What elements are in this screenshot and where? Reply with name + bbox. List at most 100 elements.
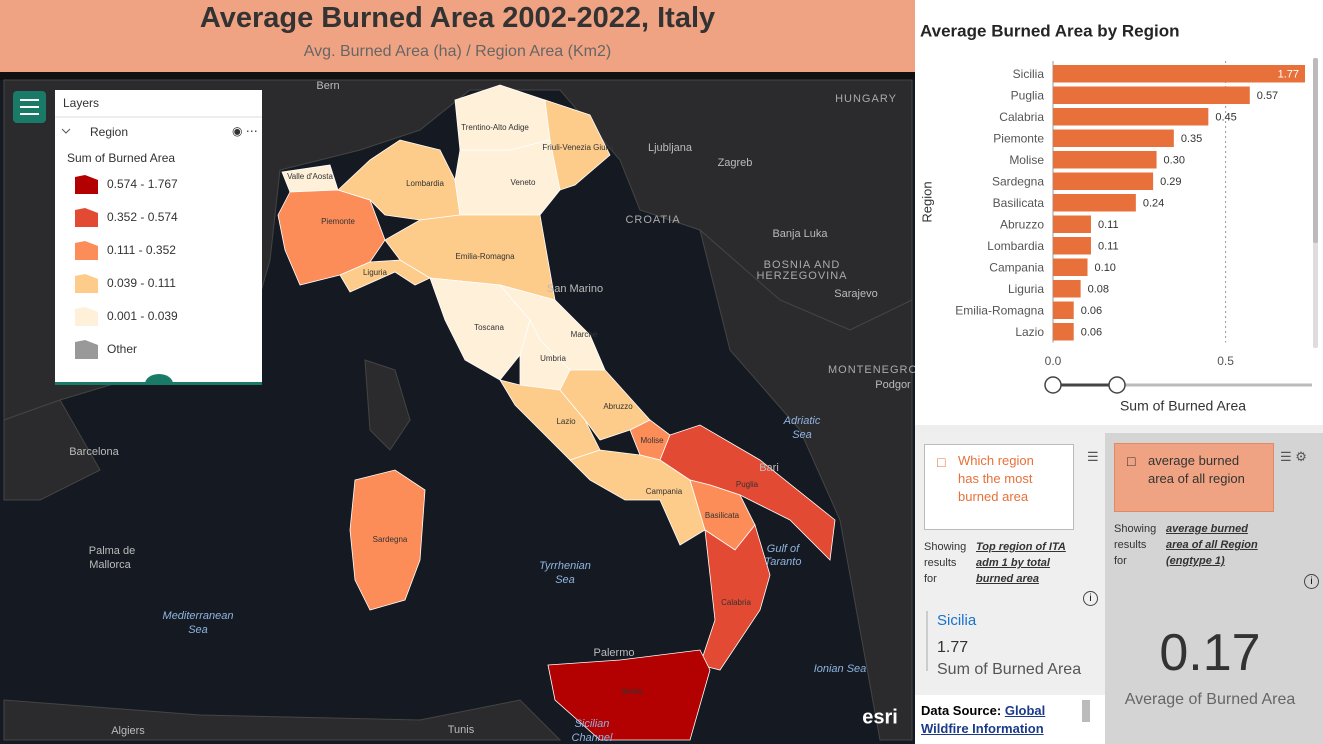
place-label: HUNGARY [835, 93, 897, 105]
bar[interactable] [1053, 151, 1157, 169]
region-label: Valle d'Aosta [287, 172, 333, 181]
y-tick-label: Lazio [1015, 325, 1044, 339]
place-label: Gulf of [767, 543, 800, 555]
region-label: Umbria [540, 354, 566, 363]
frame [0, 72, 915, 80]
y-tick-label: Calabria [999, 110, 1044, 124]
answer-name: Sicilia [937, 612, 977, 629]
region[interactable] [349, 469, 426, 611]
map[interactable]: Valle d'Aosta Piemonte Lombardia Trentino-A… [0, 72, 915, 744]
info-icon[interactable]: i [1304, 574, 1319, 589]
value-label: 0.35 [1181, 133, 1202, 145]
info-icon[interactable]: i [1083, 591, 1098, 606]
qa-question-box[interactable]: □ Which region has the most burned area [924, 444, 1074, 530]
place-label: Sea [188, 624, 208, 636]
slider-handle[interactable] [1108, 376, 1126, 394]
region-label: Lazio [556, 417, 576, 426]
y-tick-label: Emilia-Romagna [955, 303, 1044, 317]
answer-value: 0.17 [1159, 624, 1261, 682]
scrollbar [1082, 700, 1090, 722]
legend-swatch [75, 208, 98, 227]
value-label: 0.11 [1098, 219, 1119, 231]
qa-right: □ average burned area of all region ☰ ⚙ … [1105, 433, 1323, 744]
region-label: Lombardia [406, 179, 444, 188]
place-label: Ionian Sea [814, 663, 867, 675]
bar[interactable] [1053, 323, 1074, 341]
bar[interactable] [1053, 129, 1174, 148]
x-axis-label: Sum of Burned Area [1120, 398, 1246, 414]
collapse-tab[interactable] [145, 374, 173, 384]
place-label: Adriatic [783, 415, 821, 427]
source-label: Data Source: [921, 703, 1002, 718]
value-label: 0.06 [1081, 305, 1102, 317]
bar[interactable] [1053, 194, 1136, 212]
y-tick-label: Liguria [1008, 282, 1044, 296]
subtitle: Avg. Burned Area (ha) / Region Area (Km2… [303, 43, 612, 60]
bar[interactable] [1053, 172, 1154, 191]
bar[interactable] [1053, 65, 1323, 83]
legend-label: 0.574 - 1.767 [107, 177, 178, 191]
source-link[interactable]: Global Wildfire Information [921, 703, 1046, 736]
value-label: 0.30 [1164, 155, 1185, 167]
interpretation[interactable]: average burned area of all Region (engty… [1166, 523, 1258, 567]
icon[interactable]: ☰ [1087, 449, 1099, 464]
qa-question-box[interactable]: □ average burned area of all region [1114, 443, 1274, 512]
bar[interactable] [1053, 280, 1081, 298]
x-tick-label: 0.5 [1217, 354, 1234, 368]
place-label: Mallorca [89, 559, 131, 571]
bar [926, 611, 928, 671]
bar[interactable] [1053, 237, 1091, 255]
region-label: Basilicata [705, 511, 740, 520]
region-label: Piemonte [321, 217, 355, 226]
icon: □ [937, 454, 946, 470]
legend-swatch [75, 241, 98, 260]
region-label: Veneto [511, 178, 536, 187]
region-label: Toscana [474, 323, 504, 332]
y-tick-label: Campania [989, 260, 1044, 274]
place-label: Sarajevo [834, 288, 877, 300]
legend-label: Other [107, 342, 137, 356]
region[interactable] [659, 424, 836, 561]
region[interactable] [339, 259, 431, 293]
legend-title: Sum of Burned Area [67, 151, 175, 165]
place-label: Sea [555, 574, 575, 586]
slider-handle[interactable] [1044, 376, 1062, 394]
bar[interactable] [1053, 258, 1088, 277]
bar[interactable] [1053, 108, 1209, 126]
icon[interactable]: ☰ ⚙ [1280, 449, 1307, 464]
place-label: Mediterranean [163, 610, 234, 622]
legend-swatch [75, 307, 98, 326]
bar-chart: Average Burned Area by Region Region Sum o… [919, 21, 1323, 414]
title: Average Burned Area 2002-2022, Italy [199, 2, 716, 34]
showing-label: Showing results for [924, 541, 967, 585]
place-label: HERZEGOVINA [756, 270, 847, 282]
icon: □ [1127, 453, 1136, 469]
place-label: Banja Luka [772, 228, 828, 240]
expand-icon[interactable] [61, 128, 71, 134]
region[interactable] [547, 649, 711, 741]
place-label: MONTENEGRO [828, 364, 915, 376]
region-label: Sicilia [622, 687, 643, 696]
land [364, 359, 411, 451]
bar[interactable] [1053, 86, 1250, 105]
bar[interactable] [1053, 215, 1091, 234]
place-label: Bern [316, 80, 339, 92]
bar[interactable] [1053, 301, 1074, 320]
place-label: Sea [792, 429, 812, 441]
y-tick-label: Lombardia [987, 239, 1044, 253]
qa-left: □ Which region has the most burned area … [915, 433, 1105, 695]
region[interactable] [454, 139, 561, 216]
y-tick-label: Molise [1009, 153, 1044, 167]
region[interactable] [544, 99, 611, 191]
y-tick-label: Sardegna [992, 174, 1044, 188]
place-label: CROATIA [625, 214, 680, 226]
region-label: Campania [646, 487, 683, 496]
region[interactable] [699, 524, 771, 671]
interpretation[interactable]: Top region of ITA adm 1 by total burned … [976, 541, 1066, 585]
showing-label: Showing results for [1114, 523, 1157, 567]
scroll-thumb [1313, 58, 1318, 243]
y-tick-label: Sicilia [1013, 67, 1045, 81]
region-label: Trentino-Alto Adige [461, 123, 529, 132]
question: Which region has the most burned area [958, 453, 1034, 504]
